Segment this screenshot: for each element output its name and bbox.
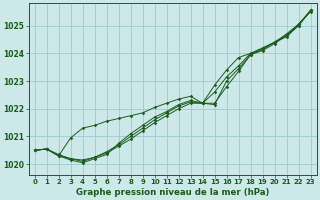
X-axis label: Graphe pression niveau de la mer (hPa): Graphe pression niveau de la mer (hPa) <box>76 188 269 197</box>
